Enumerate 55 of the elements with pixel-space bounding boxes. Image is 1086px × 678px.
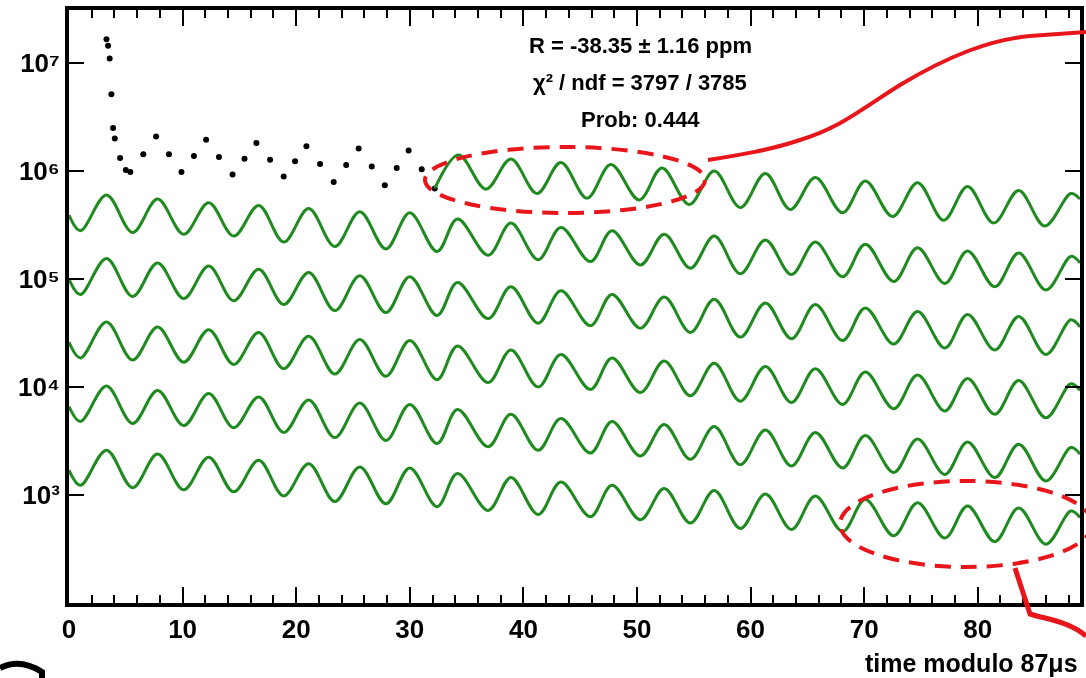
point bbox=[280, 173, 287, 180]
point bbox=[229, 171, 236, 178]
point bbox=[103, 36, 110, 43]
point bbox=[153, 133, 160, 140]
y-tick-label: 10⁷ bbox=[20, 48, 60, 79]
point bbox=[241, 155, 248, 162]
line-series bbox=[69, 320, 1080, 420]
y-tick-label: 10⁵ bbox=[18, 264, 60, 295]
point bbox=[108, 91, 115, 98]
point bbox=[140, 151, 147, 158]
x-axis-title: time modulo 87μs bbox=[865, 649, 1078, 677]
line-series bbox=[69, 384, 1080, 483]
point bbox=[317, 161, 324, 168]
point bbox=[330, 179, 337, 186]
point bbox=[355, 145, 362, 152]
point bbox=[127, 169, 134, 175]
x-tick-label: 40 bbox=[508, 614, 538, 645]
x-tick-label: 0 bbox=[61, 614, 77, 645]
point bbox=[253, 139, 260, 146]
y-tick-label: 10³ bbox=[22, 480, 61, 511]
point bbox=[418, 166, 425, 173]
y-tick-label: 10⁶ bbox=[18, 156, 60, 187]
x-tick-label: 60 bbox=[736, 614, 766, 645]
point bbox=[117, 155, 124, 162]
point bbox=[368, 163, 375, 170]
point bbox=[405, 147, 412, 154]
point bbox=[165, 151, 172, 158]
point bbox=[105, 42, 112, 49]
point bbox=[190, 152, 197, 159]
line-series bbox=[69, 256, 1080, 357]
point bbox=[178, 169, 185, 175]
point bbox=[215, 153, 222, 160]
point bbox=[110, 124, 117, 131]
point bbox=[303, 143, 310, 150]
line-series bbox=[69, 193, 1080, 292]
y-tick-label: 10⁴ bbox=[18, 372, 60, 403]
annotation: R = -38.35 ± 1.16 ppm bbox=[529, 33, 753, 58]
point bbox=[393, 164, 400, 171]
point bbox=[203, 136, 210, 143]
point bbox=[343, 161, 350, 168]
point bbox=[381, 182, 388, 189]
annotation: χ² / ndf = 3797 / 3785 bbox=[533, 70, 747, 95]
point bbox=[292, 158, 299, 165]
line-series bbox=[69, 448, 1080, 546]
point bbox=[267, 156, 274, 163]
x-tick-label: 80 bbox=[963, 614, 993, 645]
x-tick-label: 20 bbox=[281, 614, 311, 645]
x-tick-label: 50 bbox=[622, 614, 652, 645]
x-tick-label: 70 bbox=[849, 614, 879, 645]
x-tick-label: 30 bbox=[395, 614, 425, 645]
x-tick-label: 10 bbox=[168, 614, 198, 645]
point bbox=[106, 55, 113, 62]
annotation: Prob: 0.444 bbox=[581, 107, 701, 132]
point bbox=[111, 135, 118, 142]
line-series bbox=[433, 153, 1080, 228]
